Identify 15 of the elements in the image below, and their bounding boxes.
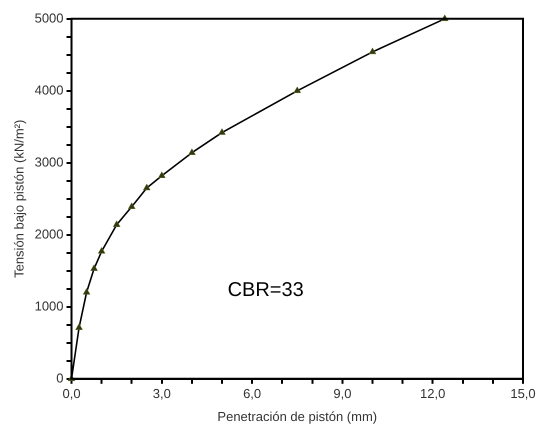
y-tick-label: 4000	[34, 82, 64, 98]
y-tick-label: 5000	[34, 10, 64, 26]
y-tick-label: 1000	[34, 298, 64, 314]
x-tick-label: 9,0	[333, 386, 352, 402]
y-tick-label: 3000	[34, 154, 64, 170]
annotation: CBR=33	[228, 279, 304, 301]
x-tick-label: 12,0	[420, 386, 446, 402]
x-axis-title: Penetración de pistón (mm)	[217, 408, 378, 424]
x-tick-label: 6,0	[243, 386, 262, 402]
y-axis-title: Tensión bajo pistón (kN/m²)	[11, 120, 26, 278]
x-tick-label: 15,0	[510, 386, 536, 402]
y-tick-label: 0	[56, 370, 64, 386]
y-tick-label: 2000	[34, 226, 64, 242]
x-tick-label: 0,0	[62, 386, 81, 402]
x-tick-label: 3,0	[152, 386, 171, 402]
